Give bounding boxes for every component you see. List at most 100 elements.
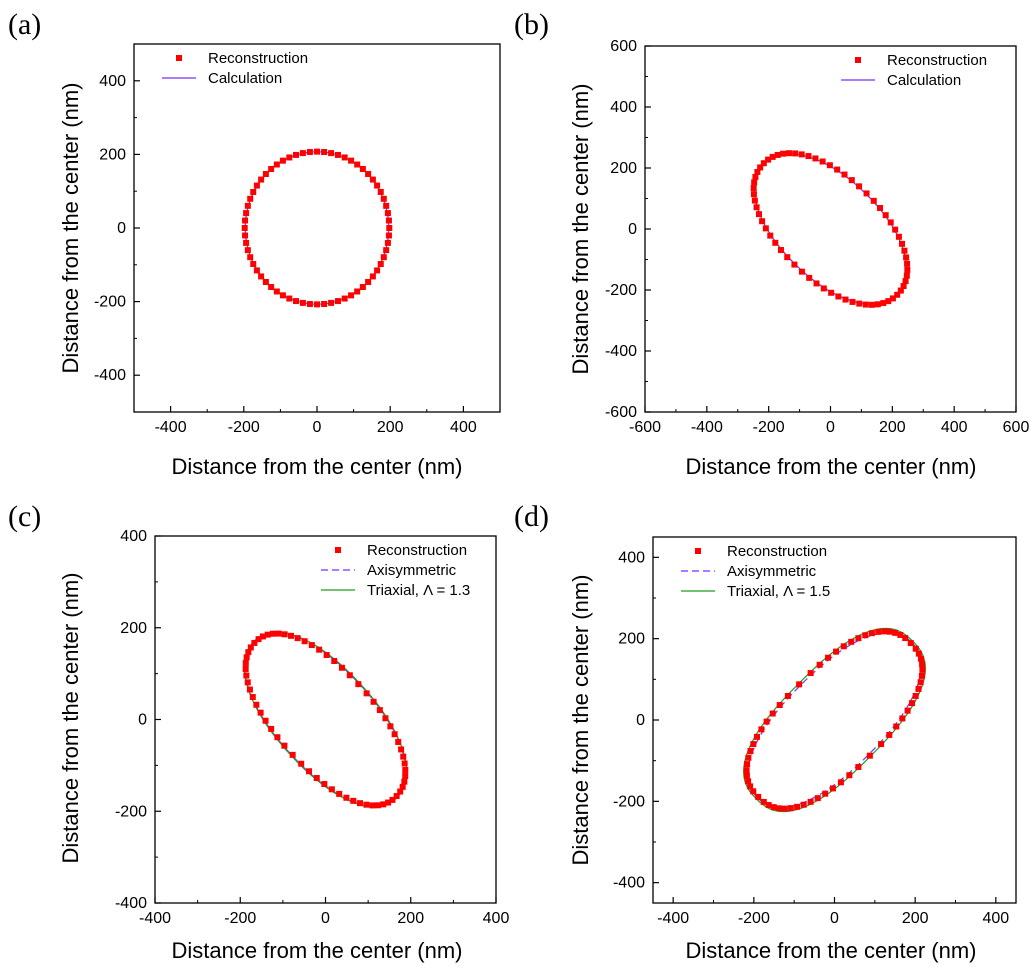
legend-label: Triaxial, Λ = 1.3 [367,582,470,599]
reconstruction-point [247,254,254,261]
legend-label: Axisymmetric [367,562,457,579]
x-tick-label: 200 [377,419,404,436]
reconstruction-point [350,797,357,804]
reconstruction-point [856,300,863,307]
reconstruction-point [878,741,885,748]
reconstruction-point [848,177,855,184]
reconstruction-point [314,148,320,155]
reconstruction-point [354,288,361,295]
reconstruction-point [275,630,282,637]
reconstruction-point [323,651,330,658]
reconstruction-point [889,295,896,302]
reconstruction-point [794,803,801,810]
reconstruction-point [753,204,760,211]
reconstruction-point [899,715,906,722]
x-tick-label: 400 [450,419,477,436]
reconstruction-point [751,197,758,204]
reconstruction-point [901,247,908,254]
reconstruction-point [805,153,812,160]
reconstruction-point [747,783,754,790]
plot-frame [652,536,1017,904]
reconstruction-point [903,272,910,279]
plot-frame [133,43,501,413]
plot-area [750,150,911,308]
reconstruction-point [243,672,250,679]
x-tick-label: 400 [941,419,968,436]
legend: Reconstruction Axisymmetric Triaxial, Λ = … [321,542,470,599]
reconstruction-point [750,185,757,192]
reconstruction-point [868,630,875,637]
reconstruction-point [909,700,916,707]
legend-marker [855,57,861,63]
reconstruction-point [306,149,313,156]
reconstruction-point [835,293,842,300]
legend-label: Calculation [208,70,282,87]
reconstruction-point [807,798,814,805]
reconstruction-point [242,232,249,239]
reconstruction-point [833,648,840,655]
y-tick-label: 200 [120,620,147,637]
panel-1: (a) -400 -200 0 200 400 -400 -200 0 200 400 Distanc… [8,8,501,479]
reconstruction-point [753,733,760,740]
reconstruction-point [262,278,269,285]
reconstruction-point [385,799,392,806]
reconstruction-point [846,772,853,779]
reconstruction-point [869,301,876,308]
reconstruction-point [355,681,362,688]
reconstruction-point [250,189,257,196]
reconstruction-point [834,166,841,173]
reconstruction-point [880,300,887,307]
panel-letter: (c) [8,500,41,533]
reconstruction-point [359,165,366,172]
reconstruction-point [787,805,794,812]
reconstruction-point [354,161,361,168]
reconstruction-point [321,781,328,788]
reconstruction-point [385,217,392,224]
reconstruction-point [822,790,829,797]
y-tick-label: -200 [605,282,637,299]
reconstruction-point [389,796,396,803]
reconstruction-point [273,288,280,295]
reconstruction-point [760,160,767,167]
reconstruction-point [912,692,919,699]
reconstruction-point [899,240,906,247]
x-tick-label: 0 [826,419,835,436]
reconstruction-point [887,219,894,226]
reconstruction-point [259,633,266,640]
plot-area [241,148,393,308]
legend: Reconstruction Axisymmetric Triaxial, Λ = … [681,543,830,600]
y-tick-label: 200 [99,146,126,163]
reconstruction-point [377,260,384,267]
series-line [753,153,908,305]
reconstruction-point [348,157,355,164]
y-axis-title: Distance from the center (nm) [58,83,83,374]
legend-label: Axisymmetric [727,563,817,580]
reconstruction-point [842,296,849,303]
panel-letter: (d) [514,500,549,533]
reconstruction-point [241,225,248,231]
reconstruction-point [286,295,293,302]
plot-area [743,627,926,813]
reconstruction-point [242,217,249,224]
reconstruction-point [791,261,798,268]
reconstruction-point [402,773,409,780]
reconstruction-point [374,267,381,274]
reconstruction-point [375,802,382,809]
x-tick-label: 0 [321,910,330,927]
legend: Reconstruction Calculation [841,52,987,89]
panel-4: (d) -400 -200 0 200 400 -400 -200 0 200 400 Distanc… [514,500,1017,963]
reconstruction-point [897,631,904,638]
reconstruction-point [268,284,275,291]
plot-area [242,630,409,809]
reconstruction-point [895,233,902,240]
reconstruction-point [281,742,288,749]
x-tick-label: 0 [313,419,322,436]
reconstruction-point [904,260,911,267]
reconstruction-point [866,752,873,759]
reconstruction-point [863,190,870,197]
reconstruction-point [399,783,406,790]
reconstruction-point [798,268,805,275]
reconstruction-point [380,195,387,202]
legend-label: Reconstruction [727,543,827,560]
reconstruction-point [759,218,766,225]
